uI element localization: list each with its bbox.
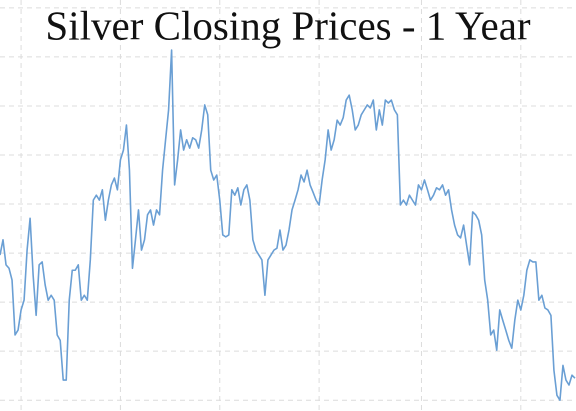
chart-title: Silver Closing Prices - 1 Year <box>45 2 531 48</box>
price-line <box>0 49 576 402</box>
plot-area <box>0 49 576 402</box>
